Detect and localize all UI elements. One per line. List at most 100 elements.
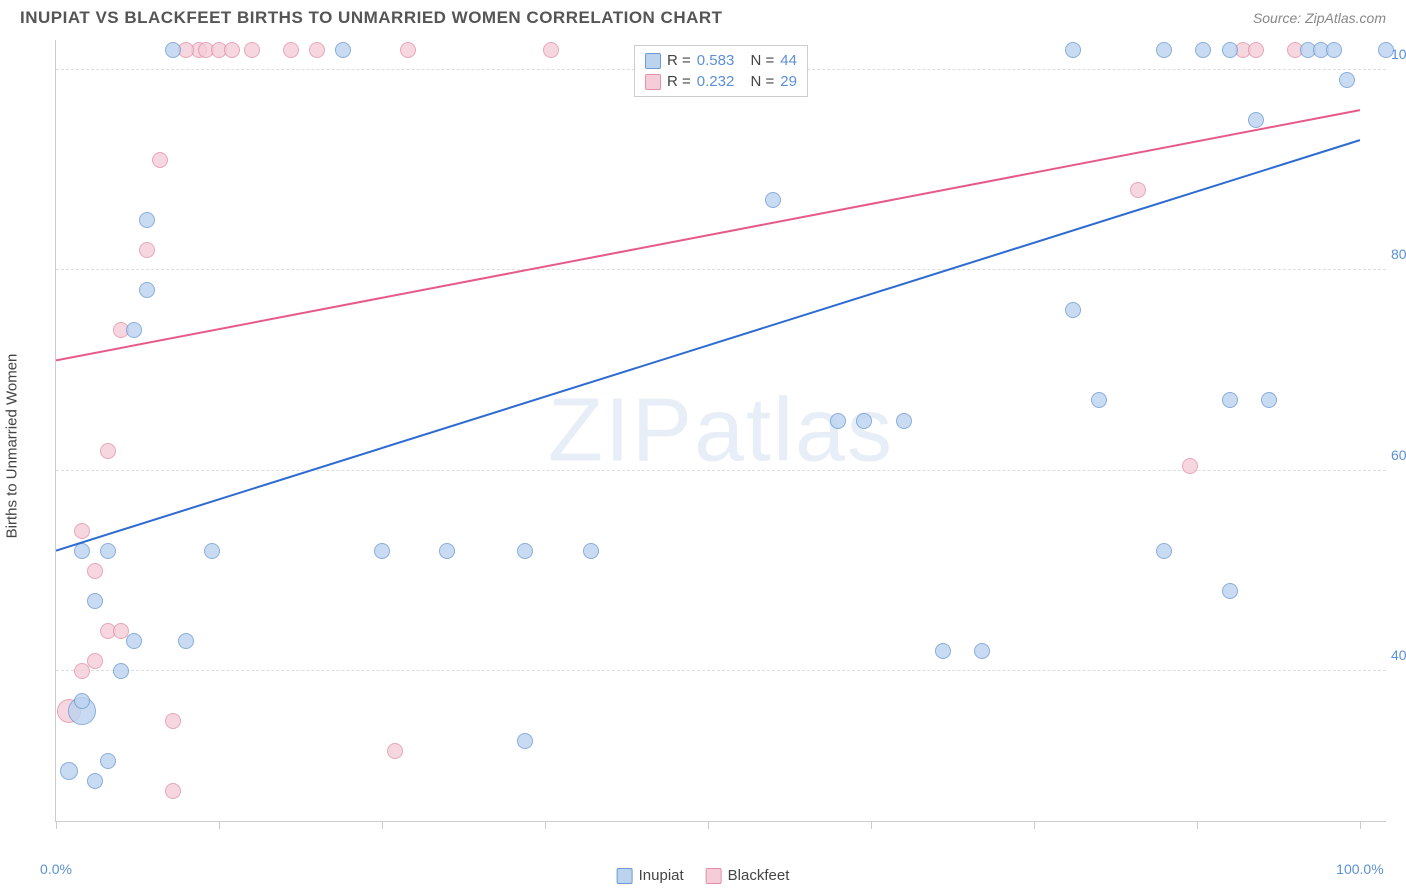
data-point-blackfeet — [387, 743, 403, 759]
blackfeet-r-value: 0.232 — [697, 73, 735, 90]
data-point-inupiat — [100, 753, 116, 769]
xtick — [545, 821, 546, 829]
data-point-inupiat — [1339, 72, 1355, 88]
data-point-inupiat — [87, 593, 103, 609]
data-point-inupiat — [1156, 42, 1172, 58]
data-point-inupiat — [856, 413, 872, 429]
data-point-blackfeet — [1182, 458, 1198, 474]
data-point-inupiat — [1065, 42, 1081, 58]
data-point-inupiat — [1261, 392, 1277, 408]
data-point-inupiat — [1195, 42, 1211, 58]
ytick-label: 40.0% — [1391, 647, 1406, 663]
blackfeet-n-value: 29 — [780, 73, 797, 90]
data-point-inupiat — [139, 282, 155, 298]
data-point-blackfeet — [100, 443, 116, 459]
data-point-inupiat — [439, 543, 455, 559]
data-point-inupiat — [100, 543, 116, 559]
source-prefix: Source: — [1253, 10, 1305, 26]
legend-item-blackfeet: Blackfeet — [706, 867, 790, 884]
data-point-inupiat — [1091, 392, 1107, 408]
data-point-inupiat — [1222, 42, 1238, 58]
xtick-label-left: 0.0% — [40, 861, 72, 877]
trend-lines — [56, 40, 1386, 821]
data-point-inupiat — [517, 543, 533, 559]
data-point-blackfeet — [139, 242, 155, 258]
data-point-blackfeet — [1130, 182, 1146, 198]
data-point-inupiat — [126, 322, 142, 338]
data-point-inupiat — [896, 413, 912, 429]
data-point-inupiat — [935, 643, 951, 659]
xtick — [1197, 821, 1198, 829]
data-point-inupiat — [60, 762, 78, 780]
data-point-inupiat — [1156, 543, 1172, 559]
legend-item-inupiat: Inupiat — [617, 867, 684, 884]
xtick — [219, 821, 220, 829]
trend-line — [56, 110, 1360, 360]
legend-label-inupiat: Inupiat — [639, 867, 684, 884]
data-point-inupiat — [1326, 42, 1342, 58]
xtick — [708, 821, 709, 829]
data-point-inupiat — [374, 543, 390, 559]
data-point-blackfeet — [74, 523, 90, 539]
correlation-row-blackfeet: R = 0.232 N = 29 — [645, 71, 797, 92]
data-point-inupiat — [1222, 583, 1238, 599]
source-name: ZipAtlas.com — [1305, 10, 1386, 26]
gridline — [56, 670, 1386, 671]
r-label: R = — [667, 73, 691, 90]
data-point-blackfeet — [87, 563, 103, 579]
r-label: R = — [667, 52, 691, 69]
inupiat-n-value: 44 — [780, 52, 797, 69]
data-point-inupiat — [126, 633, 142, 649]
data-point-inupiat — [335, 42, 351, 58]
data-point-inupiat — [1222, 392, 1238, 408]
watermark: ZIPatlas — [548, 379, 894, 482]
data-point-inupiat — [139, 212, 155, 228]
data-point-blackfeet — [87, 653, 103, 669]
data-point-inupiat — [830, 413, 846, 429]
data-point-blackfeet — [152, 152, 168, 168]
inupiat-swatch-icon — [617, 868, 633, 884]
xtick — [871, 821, 872, 829]
data-point-inupiat — [583, 543, 599, 559]
xtick — [1034, 821, 1035, 829]
data-point-inupiat — [74, 693, 90, 709]
data-point-blackfeet — [1248, 42, 1264, 58]
data-point-inupiat — [74, 543, 90, 559]
yaxis-label: Births to Unmarried Women — [4, 354, 21, 539]
correlation-legend: R = 0.583 N = 44 R = 0.232 N = 29 — [634, 45, 808, 97]
data-point-inupiat — [974, 643, 990, 659]
legend-label-blackfeet: Blackfeet — [728, 867, 790, 884]
blackfeet-swatch-icon — [645, 74, 661, 90]
data-point-inupiat — [204, 543, 220, 559]
xtick — [1360, 821, 1361, 829]
correlation-row-inupiat: R = 0.583 N = 44 — [645, 50, 797, 71]
xtick — [56, 821, 57, 829]
data-point-blackfeet — [400, 42, 416, 58]
data-point-blackfeet — [224, 42, 240, 58]
xtick-label-right: 100.0% — [1336, 861, 1383, 877]
data-point-blackfeet — [283, 42, 299, 58]
inupiat-swatch-icon — [645, 53, 661, 69]
ytick-label: 80.0% — [1391, 246, 1406, 262]
data-point-blackfeet — [165, 713, 181, 729]
data-point-blackfeet — [244, 42, 260, 58]
n-label: N = — [751, 73, 775, 90]
n-label: N = — [751, 52, 775, 69]
data-point-inupiat — [517, 733, 533, 749]
data-point-inupiat — [765, 192, 781, 208]
series-legend: Inupiat Blackfeet — [617, 867, 790, 884]
gridline — [56, 269, 1386, 270]
data-point-blackfeet — [165, 783, 181, 799]
data-point-inupiat — [178, 633, 194, 649]
blackfeet-swatch-icon — [706, 868, 722, 884]
data-point-inupiat — [1378, 42, 1394, 58]
trend-line — [56, 140, 1360, 551]
data-point-inupiat — [1065, 302, 1081, 318]
inupiat-r-value: 0.583 — [697, 52, 735, 69]
chart-plot-area: ZIPatlas R = 0.583 N = 44 R = 0.232 N = … — [55, 40, 1386, 822]
data-point-inupiat — [87, 773, 103, 789]
chart-title: INUPIAT VS BLACKFEET BIRTHS TO UNMARRIED… — [20, 8, 723, 28]
data-point-blackfeet — [309, 42, 325, 58]
data-point-inupiat — [165, 42, 181, 58]
xtick — [382, 821, 383, 829]
